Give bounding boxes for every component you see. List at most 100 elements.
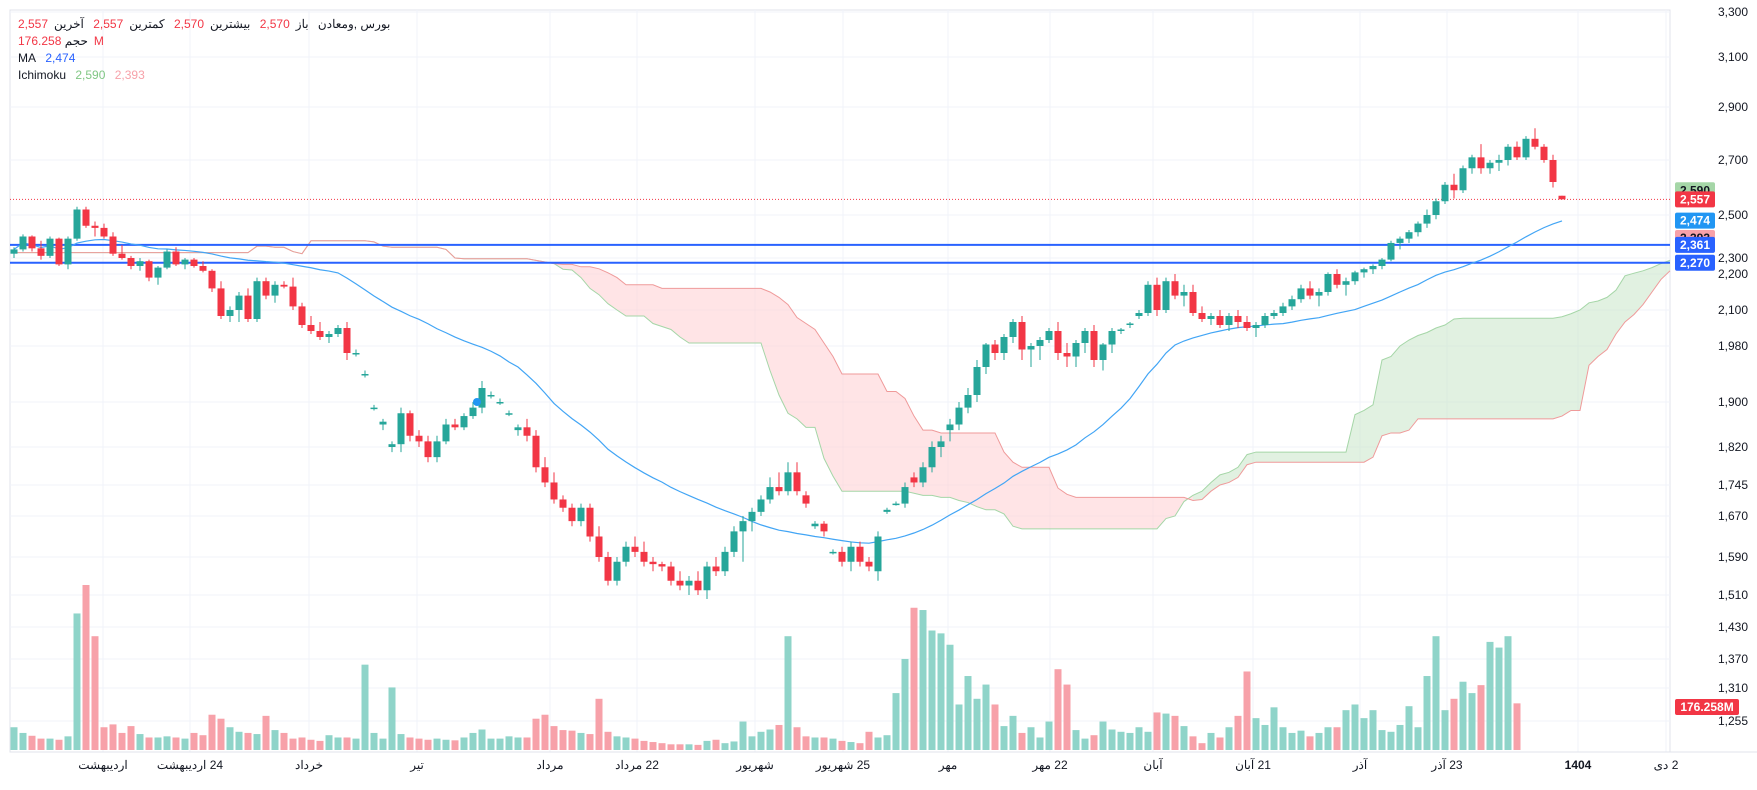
ichimoku-cloud-segment xyxy=(1310,452,1319,463)
volume-bar xyxy=(1144,731,1152,750)
ichimoku-cloud-segment xyxy=(977,432,986,510)
volume-bar xyxy=(1000,726,1008,750)
candle-body xyxy=(1405,232,1413,239)
candle-body xyxy=(325,334,333,337)
candle-body xyxy=(1009,322,1017,337)
candle-body xyxy=(1270,313,1278,316)
candle-body xyxy=(604,557,612,581)
volume-bar xyxy=(1450,698,1458,750)
candle-body xyxy=(1396,238,1404,243)
volume-bar xyxy=(334,737,342,750)
candle-body xyxy=(82,209,90,226)
candle-body xyxy=(892,503,900,506)
volume-bar xyxy=(838,740,846,750)
ichimoku-cloud-segment xyxy=(1076,497,1085,529)
candle-body xyxy=(262,281,270,296)
ichimoku-cloud-segment xyxy=(1427,328,1436,419)
candle-body xyxy=(1477,157,1485,169)
ichimoku-cloud-segment xyxy=(707,288,716,343)
x-tick-label: شهریور xyxy=(735,758,774,772)
legend-open-value: 2,570 xyxy=(259,17,290,31)
volume-bar xyxy=(1171,715,1179,750)
ichimoku-cloud-segment xyxy=(1580,302,1589,411)
candle-body xyxy=(424,441,432,458)
ichimoku-cloud-segment xyxy=(1004,452,1013,527)
volume-bar xyxy=(352,738,360,750)
candle-body xyxy=(1081,331,1089,343)
candle-body xyxy=(739,521,747,532)
ichimoku-cloud-segment xyxy=(1400,340,1409,433)
candle-body xyxy=(667,566,675,581)
ichimoku-cloud-segment xyxy=(842,374,851,492)
legend-low-value: 2,557 xyxy=(93,17,124,31)
volume-bar xyxy=(496,738,504,750)
volume-bar xyxy=(1090,735,1098,750)
candle-body xyxy=(73,209,81,239)
volume-bar xyxy=(532,718,540,750)
volume-bar xyxy=(658,743,666,750)
volume-bar xyxy=(424,739,432,750)
volume-bar xyxy=(1009,715,1017,750)
candle-body xyxy=(1423,215,1431,224)
volume-bar xyxy=(856,743,864,750)
candle-body xyxy=(118,253,126,258)
volume-bar xyxy=(307,739,315,750)
ichimoku-cloud-segment xyxy=(1355,410,1364,463)
ichimoku-cloud-segment xyxy=(617,277,626,316)
candle-body xyxy=(10,249,18,254)
candle-body xyxy=(352,353,360,355)
candle-body xyxy=(595,536,603,557)
ichimoku-cloud-segment xyxy=(1454,318,1463,419)
price-badge xyxy=(1675,212,1715,229)
candle-body xyxy=(442,424,450,442)
y-tick-label: 3,100 xyxy=(1718,50,1748,64)
candle-body xyxy=(343,328,351,353)
legend-ma-value: 2,474 xyxy=(45,51,76,65)
price-badge-label: 176.258M xyxy=(1680,700,1733,714)
volume-bar xyxy=(154,737,162,750)
ichimoku-cloud-segment xyxy=(1301,452,1310,463)
volume-bar xyxy=(1513,703,1521,750)
candle-body xyxy=(820,523,828,532)
price-badge xyxy=(1675,254,1715,271)
volume-bar xyxy=(523,737,531,750)
ichimoku-cloud-segment xyxy=(1013,462,1022,529)
candle-body xyxy=(487,395,495,397)
y-tick-label: 1,820 xyxy=(1718,440,1748,454)
candle-body xyxy=(28,236,36,249)
ichimoku-cloud-segment xyxy=(1112,497,1121,529)
candle-body xyxy=(1108,331,1116,345)
volume-bar xyxy=(271,730,279,750)
candle-body xyxy=(1360,269,1368,273)
ichimoku-cloud-segment xyxy=(788,304,797,419)
ichimoku-cloud-segment xyxy=(1517,318,1526,419)
candle-body xyxy=(622,546,630,562)
volume-bar xyxy=(622,737,630,750)
candle-body xyxy=(523,427,531,436)
volume-bar xyxy=(1468,693,1476,750)
candle-body xyxy=(1531,138,1539,147)
y-tick-label: 2,300 xyxy=(1718,251,1748,265)
candle-body xyxy=(1180,292,1188,296)
candle-body xyxy=(811,523,819,527)
volume-bar xyxy=(613,736,621,750)
candle-body xyxy=(613,561,621,581)
candle-body xyxy=(55,238,63,265)
volume-bar xyxy=(595,698,603,750)
ichimoku-cloud-segment xyxy=(1094,497,1103,529)
candle-body xyxy=(406,413,414,436)
candle-body xyxy=(1297,288,1305,300)
ichimoku-cloud-segment xyxy=(1256,452,1265,463)
candle-body xyxy=(973,367,981,395)
volume-bar xyxy=(559,730,567,750)
ichimoku-cloud-segment xyxy=(1634,270,1643,315)
candle-body xyxy=(766,487,774,500)
volume-bar xyxy=(55,739,63,750)
volume-bar xyxy=(208,714,216,750)
candle-body xyxy=(1540,146,1548,160)
ichimoku-cloud-segment xyxy=(1337,452,1346,463)
legend-ohlc-row: بورس ,ومعادن باز 2,570 بیشترین 2,570 کمتری… xyxy=(18,16,396,32)
candle-body xyxy=(127,258,135,266)
volume-bar xyxy=(1270,707,1278,750)
